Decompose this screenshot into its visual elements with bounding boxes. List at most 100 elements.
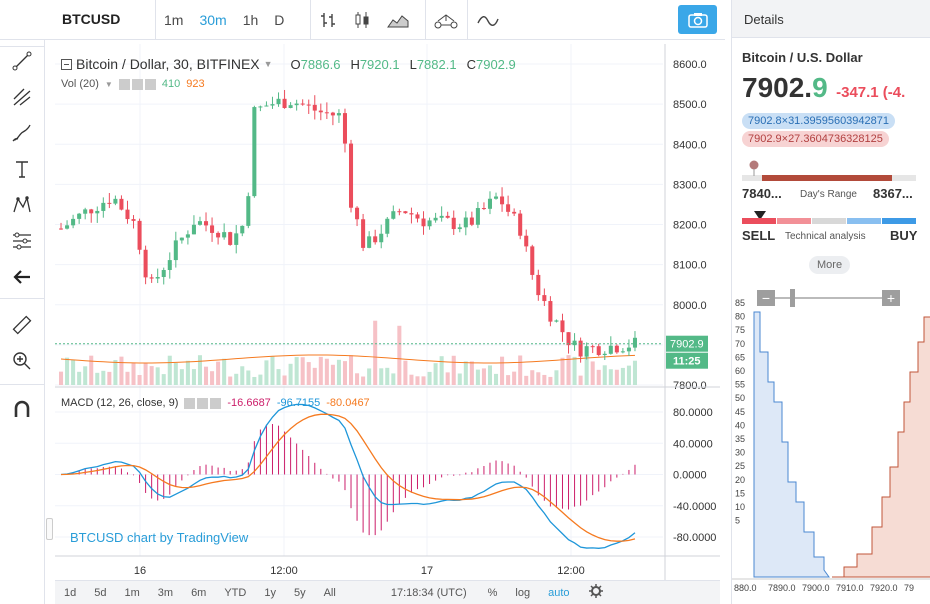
range-5y[interactable]: 5y (293, 586, 306, 599)
percent-toggle[interactable]: % (487, 586, 498, 599)
indicators-icon[interactable] (468, 0, 508, 40)
candle-body (71, 218, 76, 226)
price-chart[interactable]: 8600.0 8500.0 8400.0 8300.0 8200.0 8100.0 8000… (55, 44, 720, 580)
remove-icon[interactable] (144, 78, 156, 90)
more-button[interactable]: More (809, 256, 851, 274)
volume-bar (500, 356, 505, 385)
depth-zoom-track[interactable] (775, 297, 882, 299)
top-toolbar: BTCUSD 1m 30m 1h D (0, 0, 725, 40)
area-chart-icon[interactable] (379, 0, 417, 40)
ruler-icon[interactable] (7, 310, 37, 340)
eye-icon[interactable] (118, 78, 130, 90)
magnet-icon[interactable] (7, 395, 37, 425)
toolbar-collapse-handle[interactable] (46, 518, 53, 540)
log-toggle[interactable]: log (515, 586, 531, 599)
volume-bar (161, 374, 166, 385)
candle-body (524, 235, 529, 247)
volume-legend: Vol (20) ▼ 410 923 (61, 78, 205, 90)
bars-icon[interactable] (311, 0, 345, 40)
volume-bar (590, 361, 595, 385)
ta-gauge (742, 218, 916, 224)
candle-body (288, 105, 293, 108)
auto-toggle[interactable]: auto (548, 586, 570, 599)
collapse-icon[interactable] (61, 58, 72, 70)
range-5d[interactable]: 5d (94, 586, 107, 599)
volume-bar (143, 362, 148, 385)
candles-icon[interactable] (345, 0, 379, 40)
volume-bar (566, 355, 571, 385)
indicator-group (467, 0, 508, 40)
watermark[interactable]: BTCUSD chart by TradingView (70, 530, 249, 545)
range-1m[interactable]: 1m (124, 586, 140, 599)
volume-ma-value: 923 (186, 78, 205, 90)
volume-bar (59, 371, 64, 385)
screenshot-button[interactable] (678, 5, 717, 34)
zoom-icon[interactable] (7, 346, 37, 376)
candle-body (445, 215, 450, 218)
candle-body (487, 198, 492, 209)
range-all[interactable]: All (323, 586, 336, 599)
depth-chart: 85 80 75 70 65 60 55 50 45 40 35 30 25 20 15 10 5 880.0 78… (732, 298, 930, 593)
range-1d[interactable]: 1d (64, 586, 77, 599)
candle-body (113, 198, 118, 204)
price-tick: 8400.0 (673, 139, 707, 151)
candle-body (572, 340, 577, 346)
depth-zoom-handle[interactable] (790, 289, 795, 307)
zoom-in-button[interactable]: + (882, 290, 900, 306)
macd-tick: 0.0000 (673, 470, 707, 482)
zoom-out-button[interactable]: − (757, 290, 775, 306)
range-1y[interactable]: 1y (264, 586, 276, 599)
depth-y-tick: 20 (735, 475, 745, 485)
volume-bar (240, 366, 245, 385)
macd-settings-icon[interactable] (197, 397, 209, 409)
depth-y-tick: 80 (735, 312, 745, 322)
candle-body (566, 332, 571, 346)
interval-30m[interactable]: 30m (199, 12, 227, 28)
volume-dropdown-icon[interactable]: ▼ (104, 79, 113, 89)
volume-bar (602, 365, 607, 385)
candle-body (234, 233, 239, 245)
compare-icon[interactable] (426, 0, 466, 40)
trend-line-icon[interactable] (7, 46, 37, 76)
chart-settings-icon[interactable] (588, 584, 603, 601)
candle-body (457, 227, 462, 230)
candle-body (161, 269, 166, 278)
ta-label[interactable]: Technical analysis (785, 231, 866, 242)
interval-1m[interactable]: 1m (164, 12, 184, 28)
brush-icon[interactable] (7, 118, 37, 148)
candle-body (481, 208, 486, 210)
volume-bar (469, 361, 474, 385)
volume-bar (318, 356, 323, 385)
interval-d[interactable]: D (274, 12, 285, 28)
interval-1h[interactable]: 1h (242, 12, 259, 28)
range-3m[interactable]: 3m (157, 586, 174, 599)
pitchfork-icon[interactable] (7, 82, 37, 112)
prediction-icon[interactable] (7, 226, 37, 256)
macd-remove-icon[interactable] (210, 397, 222, 409)
pattern-icon[interactable] (7, 190, 37, 220)
candle-body (614, 345, 619, 353)
bottom-bar: 1d 5d 1m 3m 6m YTD 1y 5y All 17:18:34 (U… (55, 580, 720, 604)
chart-area[interactable]: 8600.0 8500.0 8400.0 8300.0 8200.0 8100.0 8000… (55, 44, 720, 604)
volume-bar (632, 360, 637, 385)
volume-ma-line (60, 354, 635, 364)
volume-bar (385, 367, 390, 385)
volume-bar (487, 365, 492, 385)
volume-bar (294, 357, 299, 385)
range-ytd[interactable]: YTD (224, 586, 247, 599)
candle-body (626, 347, 631, 352)
utc-clock[interactable]: 17:18:34 (UTC) (390, 586, 467, 599)
macd-eye-icon[interactable] (184, 397, 196, 409)
range-6m[interactable]: 6m (191, 586, 207, 599)
candle-body (119, 198, 124, 210)
macd-line (60, 403, 636, 549)
symbol-search[interactable]: BTCUSD (62, 11, 121, 27)
volume-bar (512, 371, 517, 385)
volume-bar (77, 371, 82, 385)
back-arrow-icon[interactable] (7, 262, 37, 292)
settings-icon[interactable] (131, 78, 143, 90)
day-range-fill (762, 175, 892, 181)
text-icon[interactable] (7, 154, 37, 184)
depth-y-tick: 25 (735, 461, 745, 471)
legend-dropdown-icon[interactable]: ▼ (263, 59, 273, 69)
